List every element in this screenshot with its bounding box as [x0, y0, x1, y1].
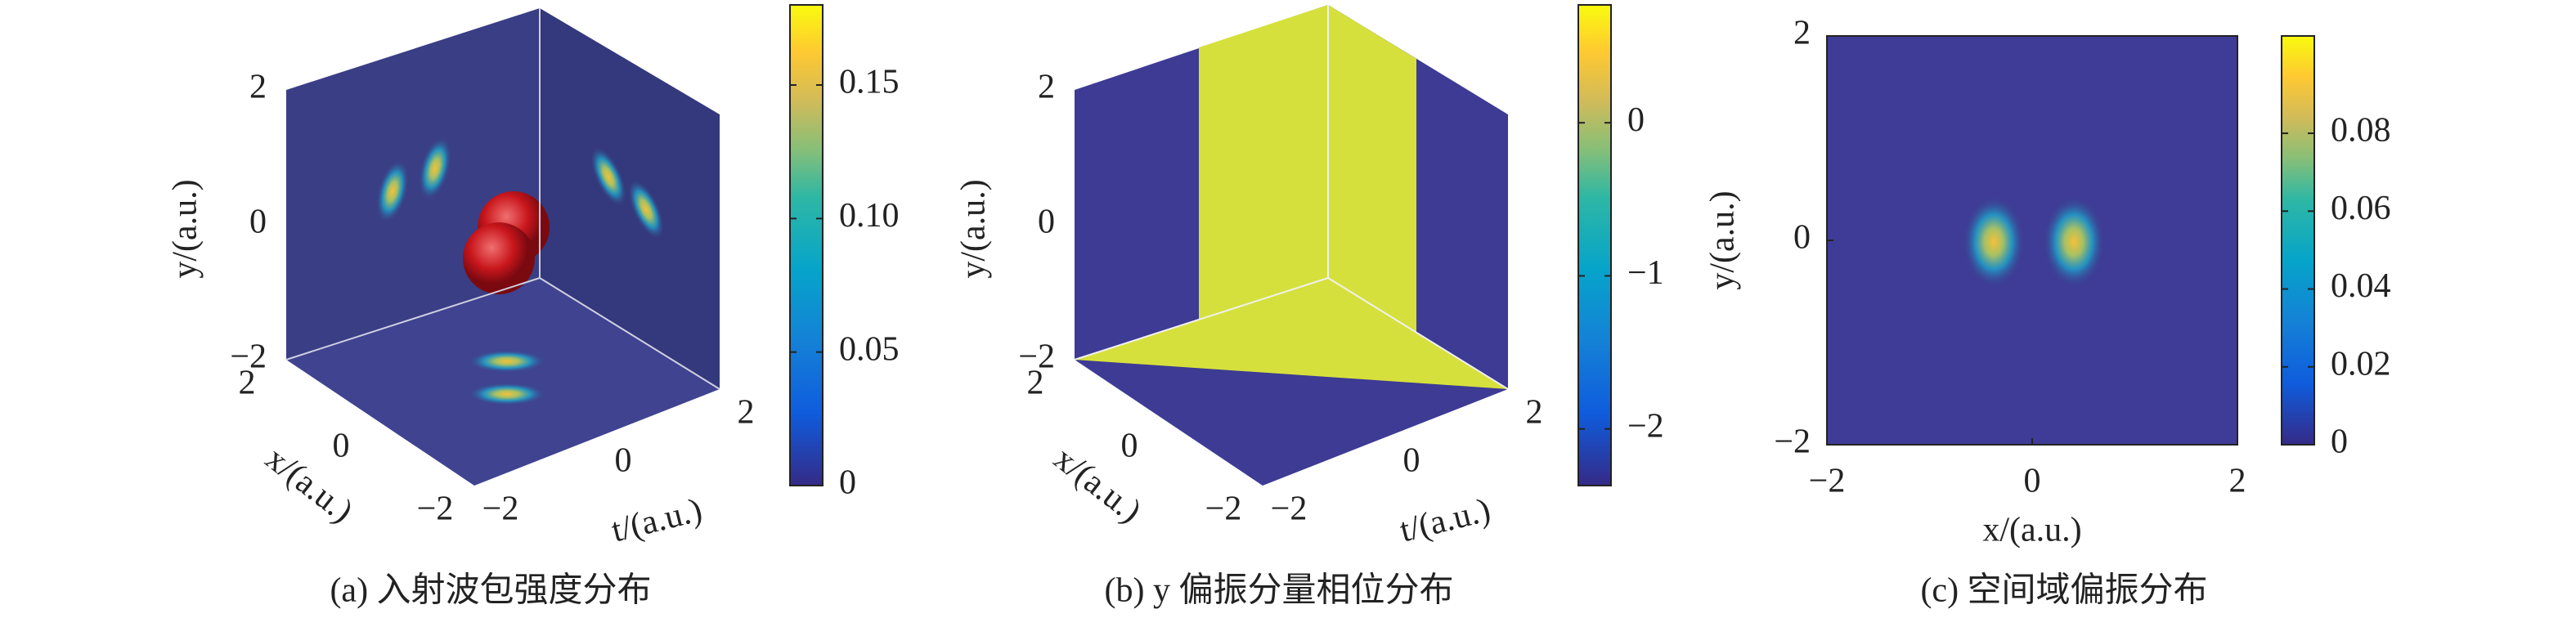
- y-axis-label: y/(a.u.): [1704, 190, 1742, 289]
- t-tick-label: −2: [1271, 490, 1308, 528]
- colorbar-tick-label: 0: [1627, 101, 1645, 139]
- caption: (a) 入射波包强度分布: [330, 572, 651, 610]
- blob: [468, 383, 546, 405]
- colorbar-tick-label: 0: [839, 464, 856, 502]
- colorbar-tick-label: 0.04: [2331, 267, 2391, 305]
- x-tick-label: 0: [333, 428, 350, 465]
- blob: [2043, 196, 2105, 288]
- blob: [627, 179, 665, 240]
- blob: [1963, 196, 2025, 288]
- x-tick-label: −2: [417, 490, 454, 528]
- t-tick-label: 2: [738, 394, 755, 432]
- y-axis-label: y/(a.u.): [167, 179, 204, 278]
- t-axis-label: t/(a.u.): [608, 491, 706, 550]
- y-tick-label: 0: [249, 204, 267, 241]
- panel-c-heatmap: [1826, 35, 2238, 446]
- caption: (b) y 偏振分量相位分布: [1105, 571, 1454, 610]
- x-tick-label: 2: [1027, 365, 1044, 402]
- colorbar-tick-label: 0.10: [839, 197, 900, 235]
- x-tick-label: −2: [1809, 463, 1846, 500]
- panel-a-volume: [285, 8, 720, 486]
- t-tick-label: 0: [1403, 442, 1420, 480]
- colorbar-tick-label: 0.06: [2331, 190, 2391, 227]
- y-tick-label: 2: [249, 69, 267, 106]
- colorbar: [1577, 4, 1612, 486]
- colorbar-tick-label: −2: [1627, 407, 1664, 445]
- plot-area: [1827, 36, 2237, 445]
- x-tick-label: 0: [2024, 463, 2041, 500]
- caption: (c) 空间域偏振分布: [1920, 571, 2207, 610]
- wall-band: [1328, 5, 1416, 332]
- t-tick-label: −2: [482, 490, 519, 528]
- x-axis-label: x/(a.u.): [1982, 512, 2081, 549]
- colorbar-tick-label: 0.05: [839, 330, 900, 368]
- colorbar-tick-label: 0.08: [2331, 112, 2391, 150]
- x-tick-label: 2: [239, 365, 256, 402]
- t-tick-label: 0: [615, 442, 632, 480]
- sphere: [463, 222, 535, 294]
- blob: [418, 137, 452, 200]
- colorbar-tick-label: 0.15: [839, 64, 900, 101]
- y-tick-label: −2: [230, 338, 267, 376]
- floor-band: [1075, 278, 1508, 389]
- blob: [590, 146, 627, 207]
- y-axis-label: y/(a.u.): [955, 179, 993, 278]
- y-tick-label: −2: [1018, 338, 1055, 376]
- colorbar-tick-label: 0: [2331, 423, 2348, 461]
- colorbar-tick-label: −1: [1627, 254, 1664, 292]
- panel-b-volume: [1074, 5, 1509, 486]
- y-tick-label: 2: [1793, 15, 1811, 52]
- wall-band: [1199, 5, 1328, 320]
- y-tick-label: 0: [1793, 219, 1811, 257]
- x-tick-label: 0: [1121, 428, 1138, 465]
- y-tick-label: 2: [1038, 69, 1055, 106]
- y-tick-label: −2: [1774, 423, 1811, 461]
- colorbar: [2281, 35, 2315, 446]
- blob: [375, 159, 410, 223]
- blob: [468, 350, 546, 373]
- x-tick-label: −2: [1205, 490, 1242, 528]
- y-tick-label: 0: [1038, 204, 1055, 241]
- x-tick-label: 2: [2229, 463, 2246, 500]
- colorbar: [789, 4, 824, 486]
- t-axis-label: t/(a.u.): [1396, 491, 1494, 550]
- colorbar-tick-label: 0.02: [2331, 345, 2391, 383]
- floor: [286, 278, 720, 486]
- t-tick-label: 2: [1526, 394, 1543, 432]
